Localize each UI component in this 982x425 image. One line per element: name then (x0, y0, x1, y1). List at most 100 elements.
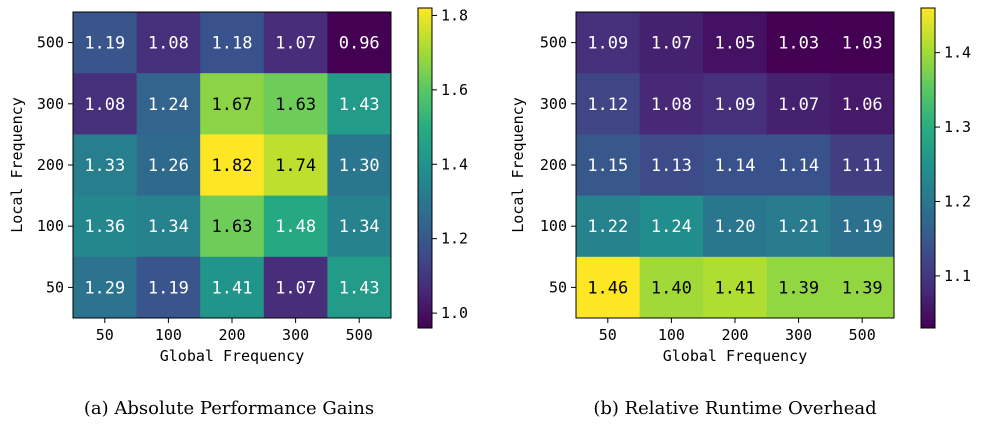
heatmap-cell (73, 73, 138, 135)
colorbar-tick-label: 1.0 (441, 304, 468, 322)
heatmap-cell (263, 256, 328, 319)
x-tick-label: 500 (849, 326, 876, 344)
colorbar (417, 7, 433, 329)
cell-value-label: 1.74 (275, 156, 316, 176)
heatmap-cell (830, 73, 895, 135)
heatmap-cell (327, 134, 392, 197)
heatmap-cell (136, 195, 201, 258)
heatmap-cell (263, 134, 328, 197)
colorbar-tick-label: 1.6 (441, 81, 468, 99)
heatmap-cell (327, 195, 392, 258)
colorbar (920, 7, 936, 329)
cell-value-label: 1.20 (715, 217, 756, 237)
x-axis-label: Global Frequency (663, 347, 808, 365)
heatmap-cell (576, 134, 641, 197)
heatmap-cell (830, 134, 895, 197)
cell-value-label: 1.09 (587, 34, 628, 54)
heatmap-cell (73, 195, 138, 258)
cell-value-label: 1.46 (587, 278, 628, 298)
heatmap-cell (576, 256, 641, 319)
cell-value-label: 1.03 (842, 34, 883, 54)
heatmap-cell (703, 73, 768, 135)
heatmap-cell (327, 73, 392, 135)
panel-caption: (b) Relative Runtime Overhead (593, 398, 876, 419)
x-tick-label: 50 (599, 326, 617, 344)
cell-value-label: 1.43 (339, 278, 380, 298)
cell-value-label: 1.63 (212, 217, 253, 237)
y-tick-label: 200 (37, 156, 64, 174)
cell-value-label: 1.34 (148, 217, 189, 237)
x-tick-label: 50 (96, 326, 114, 344)
heatmap-cell (263, 12, 328, 74)
cell-value-label: 1.39 (842, 278, 883, 298)
cell-value-label: 1.30 (339, 156, 380, 176)
heatmap-cell (200, 134, 265, 197)
heatmap-cell (136, 134, 201, 197)
heatmap-cell (327, 256, 392, 319)
colorbar-tick-label: 1.2 (944, 192, 971, 210)
cell-value-label: 1.22 (587, 217, 628, 237)
heatmap-cell (136, 256, 201, 319)
cell-value-label: 1.08 (84, 95, 125, 115)
y-axis-label: Local Frequency (509, 97, 527, 232)
y-tick-label: 300 (37, 95, 64, 113)
cell-value-label: 1.48 (275, 217, 316, 237)
cell-value-label: 1.40 (651, 278, 692, 298)
heatmap-panel-a: 1.19 1.08 1.18 1.07 0.961.08 1.24 1.67 1.63 1.43… (8, 6, 468, 419)
cell-value-label: 1.18 (212, 34, 253, 54)
colorbar-tick-label: 1.3 (944, 118, 971, 136)
cell-value-label: 1.19 (148, 278, 189, 298)
heatmap-cell (766, 256, 831, 319)
cell-value-label: 1.41 (715, 278, 756, 298)
cell-value-label: 1.19 (842, 217, 883, 237)
cell-value-label: 1.09 (715, 95, 756, 115)
heatmap-cell (73, 12, 138, 74)
x-tick-label: 300 (785, 326, 812, 344)
y-tick-label: 100 (540, 217, 567, 235)
cell-value-label: 1.67 (212, 95, 253, 115)
cell-value-label: 1.33 (84, 156, 125, 176)
heatmap-cell (830, 256, 895, 319)
cell-value-label: 1.07 (275, 34, 316, 54)
cell-value-label: 1.24 (651, 217, 692, 237)
heatmap-cell (830, 12, 895, 74)
cell-value-label: 1.21 (778, 217, 819, 237)
heatmap-cell (576, 195, 641, 258)
x-tick-label: 200 (721, 326, 748, 344)
heatmap-cell (200, 195, 265, 258)
colorbar-tick-label: 1.8 (441, 6, 468, 24)
colorbar-tick-label: 1.4 (944, 44, 971, 62)
heatmap-cell (200, 256, 265, 319)
heatmap-cell (73, 134, 138, 197)
x-tick-label: 300 (282, 326, 309, 344)
colorbar-tick-label: 1.4 (441, 155, 468, 173)
heatmap-cell (200, 73, 265, 135)
cell-value-label: 1.12 (587, 95, 628, 115)
cell-value-label: 1.26 (148, 156, 189, 176)
heatmap-cell (136, 12, 201, 74)
y-tick-label: 500 (37, 34, 64, 52)
cell-value-label: 1.29 (84, 278, 125, 298)
y-tick-label: 50 (46, 278, 64, 296)
panel-caption: (a) Absolute Performance Gains (84, 398, 374, 419)
cell-value-label: 1.06 (842, 95, 883, 115)
heatmap-cell (200, 12, 265, 74)
heatmap-cell (263, 195, 328, 258)
cell-value-label: 1.43 (339, 95, 380, 115)
cell-value-label: 1.08 (148, 34, 189, 54)
colorbar-tick-label: 1.1 (944, 267, 971, 285)
heatmap-cell (576, 12, 641, 74)
y-tick-label: 300 (540, 95, 567, 113)
cell-value-label: 0.96 (339, 34, 380, 54)
heatmap-cell (766, 195, 831, 258)
heatmap-cell (766, 12, 831, 74)
cell-value-label: 1.19 (84, 34, 125, 54)
y-tick-label: 500 (540, 34, 567, 52)
heatmap-cell (639, 73, 704, 135)
y-tick-label: 200 (540, 156, 567, 174)
colorbar-tick-label: 1.2 (441, 230, 468, 248)
cell-value-label: 1.39 (778, 278, 819, 298)
cell-value-label: 1.34 (339, 217, 380, 237)
heatmap-cell (136, 73, 201, 135)
